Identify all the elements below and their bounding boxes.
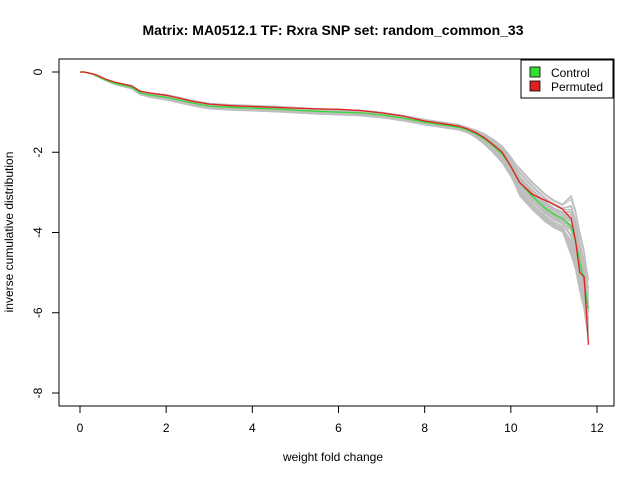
legend-swatch-control	[529, 66, 541, 78]
control-series-line	[80, 71, 590, 309]
y-tick-label: -6	[31, 307, 45, 318]
y-tick-label: -8	[31, 387, 45, 398]
chart-title: Matrix: MA0512.1 TF: Rxra SNP set: rando…	[143, 22, 524, 38]
x-tick-label: 10	[504, 421, 518, 435]
legend-label-permuted: Permuted	[551, 80, 603, 94]
x-tick-label: 2	[163, 421, 170, 435]
permuted-series-line	[80, 71, 590, 345]
x-tick-label: 6	[335, 421, 342, 435]
legend-box	[520, 59, 614, 99]
x-tick-label: 8	[421, 421, 428, 435]
y-tick-label: -2	[31, 147, 45, 158]
x-axis: 0 2 4 6 8 10 12	[77, 405, 604, 435]
x-tick-label: 4	[249, 421, 256, 435]
legend-swatch-permuted	[529, 80, 541, 92]
legend-label-control: Control	[551, 66, 590, 80]
y-axis-label: inverse cumulative distribution	[2, 152, 16, 313]
x-tick-label: 0	[77, 421, 84, 435]
x-tick-label: 12	[590, 421, 604, 435]
x-axis-label: weight fold change	[282, 450, 383, 464]
series-group	[80, 71, 590, 345]
y-axis: 0 -2 -4 -6 -8	[31, 68, 60, 398]
y-tick-label: -4	[31, 227, 45, 238]
y-tick-label: 0	[31, 68, 45, 75]
